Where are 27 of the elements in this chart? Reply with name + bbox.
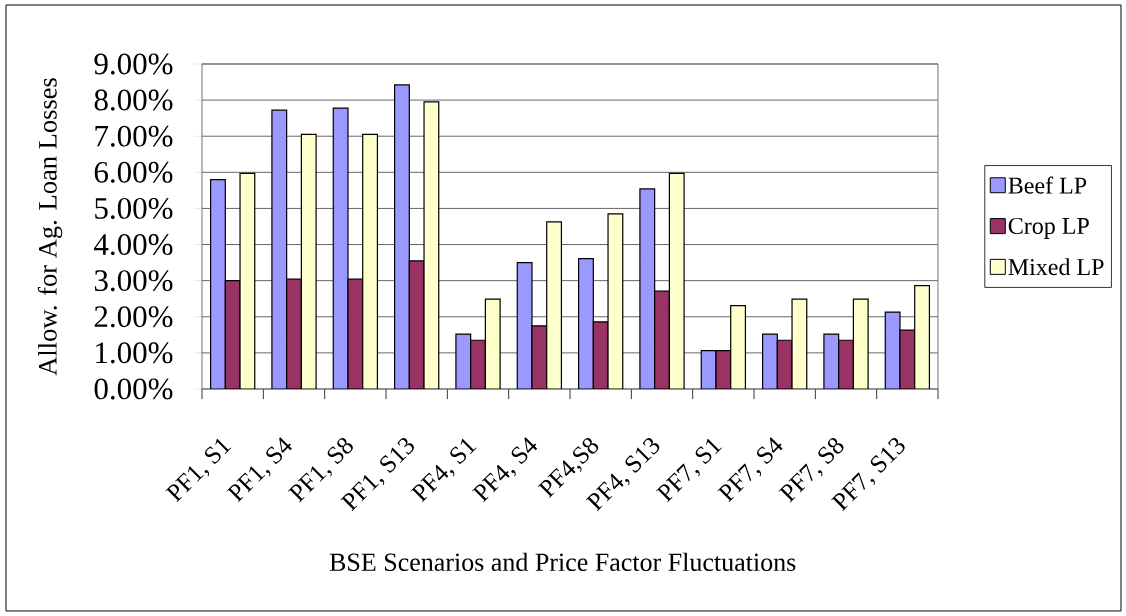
bar [914,285,931,389]
bar [362,133,379,389]
bar [654,290,670,389]
y-tick-label: 0.00% [94,378,173,400]
bar [730,304,747,389]
y-tick-label: 9.00% [94,53,173,75]
y-axis-title: Allow. for Ag. Loan Losses [37,78,63,376]
y-tick-label: 4.00% [94,234,173,256]
y-tick-label: 3.00% [94,270,173,292]
y-tick-label: 6.00% [94,161,173,183]
bar [546,221,563,389]
x-axis-title: BSE Scenarios and Price Factor Fluctuations [329,552,796,572]
bar [209,178,226,389]
legend-label: Beef LP [1008,176,1087,194]
y-tick-label: 2.00% [94,306,173,328]
bar [578,258,594,389]
bar [470,339,486,389]
y-tick-label: 8.00% [94,89,173,111]
legend-label: Crop LP [1008,217,1089,239]
y-tick-label: 5.00% [95,197,173,219]
bar [762,333,778,389]
bar [838,339,854,389]
y-tick-label: 7.00% [95,125,173,147]
legend-label: Mixed LP [1008,258,1104,276]
bar [286,278,302,389]
bar [394,84,410,389]
y-tick-label: 1.00% [96,342,173,364]
